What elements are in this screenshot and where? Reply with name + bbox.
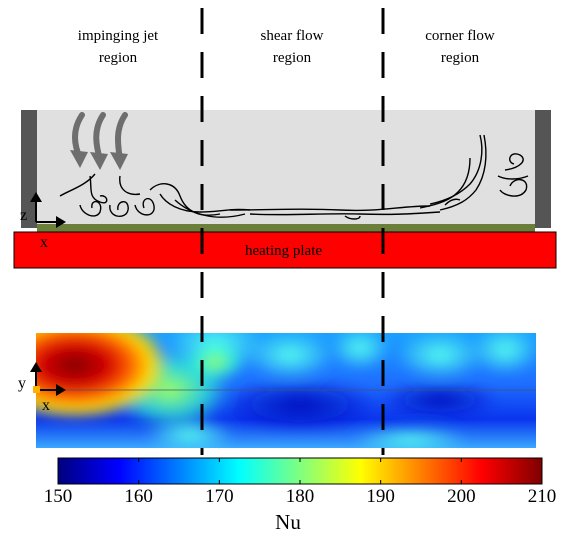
colorbar-tick-marks <box>57 458 543 484</box>
colorbar-tick-label: 200 <box>447 486 476 507</box>
region-dividers <box>200 8 385 455</box>
map-axis-y-label: y <box>18 375 26 392</box>
region-label-shear: shear flow region <box>260 28 324 66</box>
colorbar-tick-label: 180 <box>285 486 315 507</box>
colorbar-tick-label: 160 <box>124 486 153 507</box>
side-axis-z-label: z <box>20 207 28 224</box>
heating-plate <box>13 231 557 269</box>
side-view-axes-icon <box>30 192 66 228</box>
jet-arrowheads-icon <box>70 150 128 170</box>
heating-plate-label: heating plate <box>244 243 323 259</box>
map-axis-x-label: x <box>42 397 50 414</box>
colorbar-tick-label: 170 <box>205 486 234 507</box>
region-label-corner: corner flow region <box>425 28 495 66</box>
nusselt-heatmap <box>36 333 536 448</box>
colorbar-tick-label: 150 <box>43 486 73 507</box>
flow-vortices-icon <box>59 134 529 220</box>
chamber-floor <box>37 224 535 232</box>
map-axes-icon <box>30 362 66 396</box>
colorbar-tick-label: 210 <box>527 486 557 507</box>
side-axis-x-label: x <box>40 234 48 251</box>
colorbar-tick-label: 190 <box>366 486 395 507</box>
region-label-impinging: impinging jet region <box>77 28 159 66</box>
colorbar <box>57 457 543 485</box>
right-wall <box>535 110 551 228</box>
colorbar-label: Nu <box>275 510 301 534</box>
